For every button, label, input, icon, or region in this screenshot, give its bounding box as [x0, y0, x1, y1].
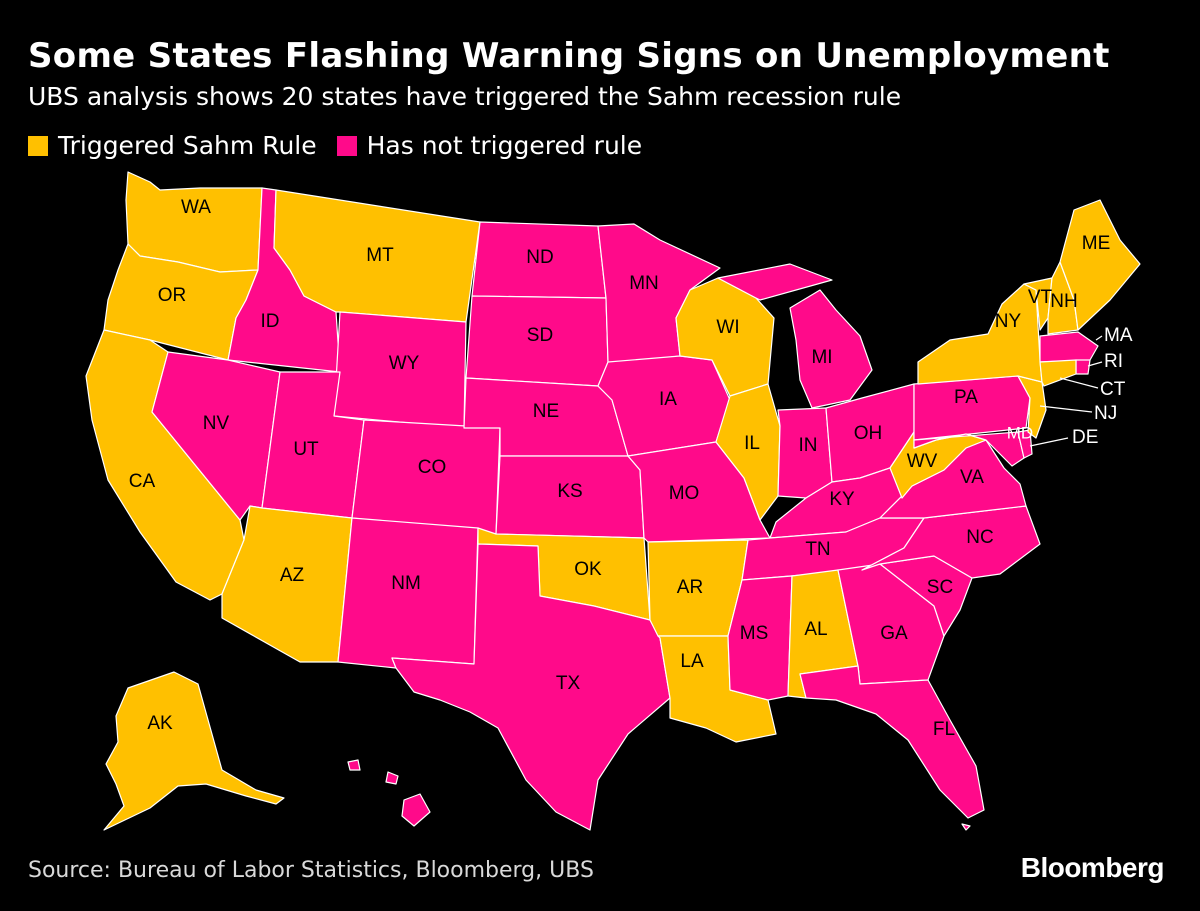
chart-title: Some States Flashing Warning Signs on Un… [28, 36, 1110, 76]
label-wy: WY [389, 353, 420, 374]
bloomberg-logo: Bloomberg [1020, 852, 1165, 883]
label-il: IL [744, 433, 760, 454]
label-az: AZ [280, 565, 305, 586]
label-ct: CT [1100, 379, 1126, 400]
callout-line-ma [1095, 335, 1103, 341]
callout-line-de [1029, 437, 1069, 447]
label-mt: MT [366, 245, 394, 266]
callout-line-ct [1059, 377, 1099, 389]
label-ne: NE [533, 401, 559, 422]
legend: Triggered Sahm Rule Has not triggered ru… [28, 131, 662, 160]
label-vt: VT [1028, 287, 1053, 308]
label-ar: AR [677, 577, 703, 598]
state-hi [347, 759, 971, 831]
label-tn: TN [805, 539, 830, 560]
label-id: ID [261, 311, 280, 332]
state-fl [799, 665, 985, 819]
label-ut: UT [293, 439, 319, 460]
state-ma [1039, 331, 1099, 363]
state-vt [1023, 277, 1053, 331]
state-ri [1075, 359, 1091, 375]
label-in: IN [799, 435, 818, 456]
legend-label-not-triggered: Has not triggered rule [366, 131, 643, 160]
label-de: DE [1072, 427, 1098, 448]
label-mi: MI [811, 347, 832, 368]
state-labels: WA OR CA ID NV MT WY UT AZ CO NM ND SD N… [129, 197, 1133, 740]
label-fl: FL [933, 719, 955, 740]
label-nv: NV [203, 413, 230, 434]
label-ak: AK [147, 713, 173, 734]
label-ks: KS [557, 481, 582, 502]
state-il [715, 383, 781, 521]
callout-line-nj [1039, 405, 1093, 413]
label-mn: MN [629, 273, 659, 294]
legend-swatch-not-triggered [336, 135, 357, 156]
label-nm: NM [391, 573, 421, 594]
label-pa: PA [954, 387, 978, 408]
state-ak [103, 671, 285, 831]
label-ia: IA [659, 389, 677, 410]
state-de [1017, 429, 1033, 459]
label-wi: WI [716, 317, 739, 338]
legend-swatch-triggered [28, 135, 48, 156]
state-mi [717, 263, 873, 409]
legend-label-triggered: Triggered Sahm Rule [58, 131, 317, 160]
state-ct [1039, 359, 1077, 387]
label-nh: NH [1050, 291, 1077, 312]
label-wa: WA [181, 197, 211, 218]
label-or: OR [158, 285, 187, 306]
label-wv: WV [907, 451, 938, 472]
label-oh: OH [854, 423, 883, 444]
state-mt [273, 189, 481, 323]
callout-line-ri [1087, 361, 1103, 367]
label-nj: NJ [1094, 403, 1117, 424]
state-tx [391, 543, 671, 831]
legend-item-triggered: Triggered Sahm Rule [28, 131, 317, 160]
label-md: MD [1007, 423, 1033, 442]
label-ca: CA [129, 471, 156, 492]
legend-item-not-triggered: Has not triggered rule [336, 131, 643, 160]
label-nd: ND [526, 247, 553, 268]
label-ma: MA [1104, 325, 1133, 346]
label-me: ME [1082, 233, 1111, 254]
callout-lines [1029, 335, 1103, 447]
source-note: Source: Bureau of Labor Statistics, Bloo… [28, 858, 594, 883]
state-ny [917, 283, 1043, 385]
label-tx: TX [556, 673, 581, 694]
label-nc: NC [966, 527, 993, 548]
label-ga: GA [880, 623, 908, 644]
label-co: CO [418, 457, 447, 478]
label-sc: SC [927, 577, 953, 598]
label-ms: MS [740, 623, 769, 644]
chart-subtitle: UBS analysis shows 20 states have trigge… [28, 82, 902, 111]
label-ky: KY [829, 489, 855, 510]
label-ny: NY [995, 311, 1022, 332]
label-ri: RI [1104, 351, 1123, 372]
state-me [1059, 199, 1141, 331]
label-la: LA [680, 651, 704, 672]
label-al: AL [804, 619, 827, 640]
label-sd: SD [527, 325, 553, 346]
label-mo: MO [669, 483, 700, 504]
label-va: VA [960, 467, 984, 488]
label-ok: OK [574, 559, 602, 580]
